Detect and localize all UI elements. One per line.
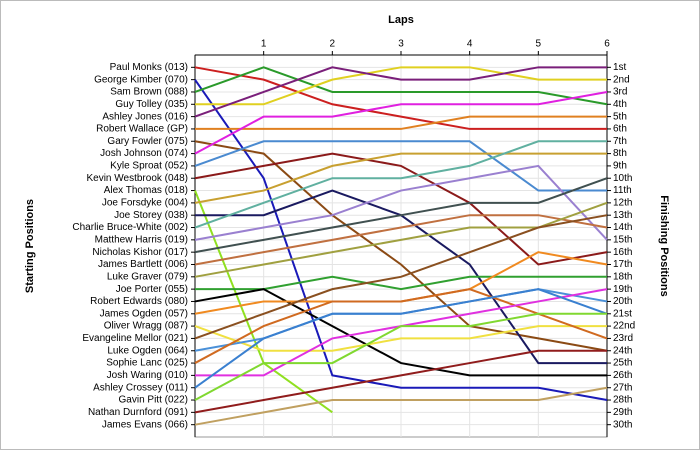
series-line — [194, 214, 608, 266]
legend-label: Evangeline Mellor (021) — [82, 333, 188, 344]
y2-tick-label: 27th — [613, 382, 632, 393]
legend-label: Luke Ogden (064) — [107, 345, 188, 356]
x-tick-label: 3 — [398, 39, 404, 50]
y2-tick-label: 2nd — [613, 74, 630, 85]
legend-label: Matthew Harris (019) — [95, 234, 188, 245]
y2-tick-label: 29th — [613, 407, 632, 418]
legend-label: Joe Porter (055) — [116, 284, 188, 295]
y2-tick-label: 11th — [613, 185, 632, 196]
series-line — [194, 79, 608, 402]
series-line — [194, 140, 607, 229]
legend-label: Nathan Durnford (091) — [88, 407, 188, 418]
series-line — [194, 177, 608, 254]
y2-tick-label: 18th — [613, 271, 632, 282]
y2-tick-label: 26th — [613, 370, 632, 381]
legend-label: Nicholas Kishor (017) — [92, 247, 188, 258]
y2-tick-label: 9th — [613, 161, 627, 172]
x-axis-title: Laps — [388, 14, 414, 26]
y2-tick-label: 7th — [613, 136, 627, 147]
legend-label: Robert Wallace (GP) — [96, 124, 188, 135]
series-line — [194, 90, 608, 155]
legend-label: James Evans (066) — [102, 419, 188, 430]
legend-label: Paul Monks (013) — [110, 62, 188, 73]
legend-label: Ashley Crossey (011) — [93, 382, 188, 393]
legend-label: Josh Johnson (074) — [100, 148, 188, 159]
legend-label: Guy Tolley (035) — [115, 99, 188, 110]
y-axis-title: Starting Positions — [24, 199, 36, 293]
legend-label: Alex Thomas (018) — [104, 185, 188, 196]
y2-tick-label: 25th — [613, 358, 632, 369]
series-line — [194, 152, 608, 266]
legend-label: Josh Waring (010) — [107, 370, 188, 381]
y2-tick-label: 5th — [613, 111, 627, 122]
legend-label: George Kimber (070) — [94, 74, 188, 85]
y2-tick-label: 15th — [613, 234, 632, 245]
y2-tick-label: 30th — [613, 419, 632, 430]
legend-label: Ashley Jones (016) — [102, 111, 188, 122]
x-tick-label: 5 — [536, 39, 542, 50]
y2-tick-label: 3rd — [613, 87, 627, 98]
x-tick-label: 2 — [330, 39, 336, 50]
series-line — [194, 140, 607, 192]
y2-tick-label: 20th — [613, 296, 632, 307]
series-line — [195, 66, 607, 106]
series-line — [194, 164, 608, 241]
series-line — [194, 152, 607, 204]
y2-tick-label: 22nd — [613, 321, 635, 332]
series-line — [194, 349, 607, 414]
legend-label: Kevin Westbrook (048) — [86, 173, 188, 184]
x-tick-label: 4 — [467, 39, 473, 50]
y2-tick-label: 13th — [613, 210, 632, 221]
y2-axis-title: Finishing Positions — [658, 195, 670, 296]
series-line — [194, 66, 607, 118]
legend-label: Joe Storey (038) — [114, 210, 188, 221]
legend-label: Oliver Wragg (087) — [104, 321, 188, 332]
x-tick-label: 1 — [261, 39, 267, 50]
legend-label: Gavin Pitt (022) — [119, 395, 188, 406]
legend-label: Joe Forsdyke (004) — [102, 198, 188, 209]
y2-tick-label: 6th — [613, 124, 627, 135]
y2-tick-label: 19th — [613, 284, 632, 295]
y2-tick-label: 21st — [613, 308, 632, 319]
y2-tick-label: 23rd — [613, 333, 633, 344]
legend-label: Sam Brown (088) — [110, 87, 188, 98]
series-line — [195, 115, 607, 130]
legend-label: Kyle Sproat (052) — [110, 161, 188, 172]
series-line — [194, 66, 608, 106]
y2-tick-label: 10th — [613, 173, 632, 184]
y2-tick-label: 12th — [613, 198, 632, 209]
series-line — [194, 214, 608, 340]
series-line — [194, 312, 607, 401]
series-line — [194, 288, 607, 377]
legend-label: Gary Fowler (075) — [107, 136, 188, 147]
legend-label: Luke Graver (079) — [107, 271, 188, 282]
y2-tick-label: 8th — [613, 148, 627, 159]
y2-tick-label: 14th — [613, 222, 632, 233]
legend-label: James Ogden (057) — [100, 308, 188, 319]
series-line — [194, 66, 607, 130]
series-line — [194, 386, 608, 426]
x-tick-label: 6 — [604, 39, 610, 50]
series-line — [194, 288, 608, 389]
y2-tick-label: 28th — [613, 395, 632, 406]
legend-label: Robert Edwards (080) — [90, 296, 188, 307]
series-line — [194, 325, 607, 352]
series-line — [194, 140, 608, 352]
legend-label: Charlie Bruce-White (002) — [72, 222, 188, 233]
y2-tick-label: 24th — [613, 345, 632, 356]
y2-tick-label: 4th — [613, 99, 627, 110]
legend-label: James Bartlett (006) — [98, 259, 188, 270]
y2-tick-label: 16th — [613, 247, 632, 258]
y2-tick-label: 1st — [613, 62, 627, 73]
legend-label: Sophie Lanc (025) — [106, 358, 188, 369]
y2-tick-label: 17th — [613, 259, 632, 270]
